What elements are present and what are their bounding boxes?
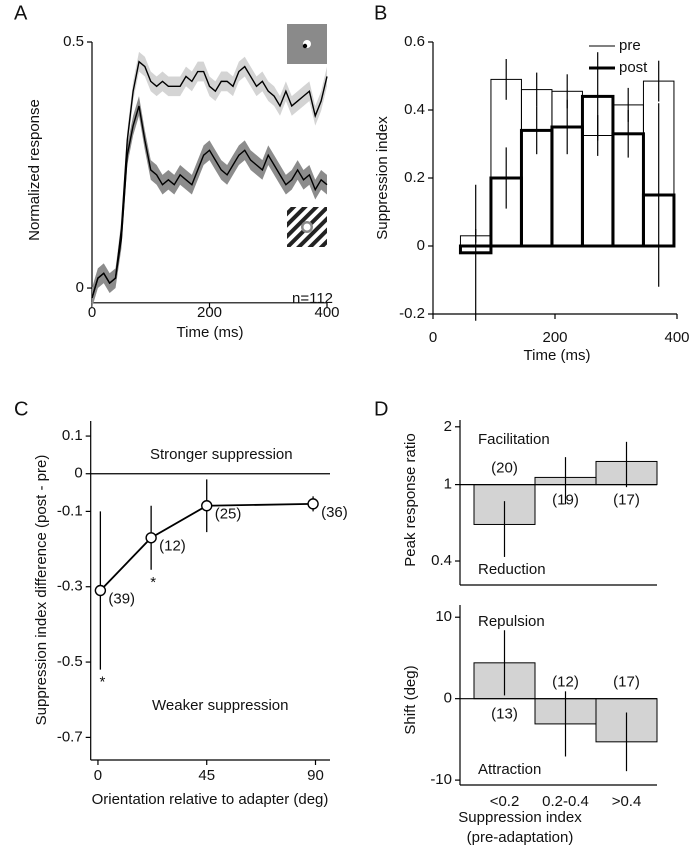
annotation: Repulsion <box>478 613 545 630</box>
line <box>91 60 328 299</box>
annotation: Facilitation <box>478 431 550 448</box>
x-tick-label: 45 <box>198 767 215 784</box>
y-tick-label: 0.4 <box>431 552 452 569</box>
point-label: (36) <box>321 504 348 521</box>
y-tick-label: 0.4 <box>404 101 425 118</box>
annotation: Reduction <box>478 561 546 578</box>
legend-label: pre <box>619 37 641 54</box>
x-tick-label: 0.2-0.4 <box>542 793 589 810</box>
marker <box>145 532 157 544</box>
y-tick-label: 0 <box>444 690 452 707</box>
error-band <box>92 96 327 308</box>
y-tick-label: 0.1 <box>62 427 83 444</box>
y-tick-label: -0.5 <box>57 653 83 670</box>
panel-label: B <box>374 2 387 24</box>
y-tick-label: 1 <box>444 476 452 493</box>
annotation: Attraction <box>478 761 541 778</box>
y-tick-label: 0 <box>417 237 425 254</box>
x-tick-label: >0.4 <box>612 793 642 810</box>
y-tick-label: -0.3 <box>57 578 83 595</box>
y-axis-label: Peak response ratio <box>402 433 419 566</box>
y-tick-label: 0.2 <box>404 169 425 186</box>
annotation: Stronger suppression <box>150 446 293 463</box>
marker <box>201 500 213 512</box>
bar-label: (12) <box>552 674 579 691</box>
x-tick-label: 400 <box>314 304 339 321</box>
annotation: Weaker suppression <box>152 697 288 714</box>
x-axis-label: (pre-adaptation) <box>467 829 574 846</box>
bar-label: (20) <box>491 460 518 477</box>
y-tick-label: -0.7 <box>57 728 83 745</box>
y-tick-label: -0.1 <box>57 502 83 519</box>
line <box>91 105 328 299</box>
y-tick-label: 0.5 <box>63 33 84 50</box>
x-tick-label: <0.2 <box>490 793 520 810</box>
x-tick-label: 200 <box>197 304 222 321</box>
x-axis-label: Time (ms) <box>524 347 591 364</box>
legend-label: post <box>619 59 648 76</box>
y-tick-label: 0 <box>76 279 84 296</box>
panel-label: D <box>374 398 388 420</box>
significance-mark: * <box>150 574 156 591</box>
y-tick-label: 0 <box>74 465 82 482</box>
y-axis-label: Shift (deg) <box>402 665 419 734</box>
x-tick-label: 200 <box>542 329 567 346</box>
inset-stimulus-center <box>287 24 327 64</box>
x-tick-label: 400 <box>664 329 689 346</box>
panel-label: A <box>14 2 28 24</box>
inset-stimulus-surround <box>287 207 327 247</box>
point-label: (12) <box>159 538 186 555</box>
y-axis-label: Suppression index <box>374 116 391 240</box>
x-axis-label: Orientation relative to adapter (deg) <box>92 791 329 808</box>
point-label: (39) <box>108 590 135 607</box>
x-tick-label: 90 <box>307 767 324 784</box>
y-axis-label: Suppression index difference (post - pre… <box>33 455 50 726</box>
significance-mark: * <box>99 674 105 691</box>
x-tick-label: 0 <box>429 329 437 346</box>
point-label: (25) <box>215 506 242 523</box>
marker <box>307 498 319 510</box>
x-tick-label: 0 <box>94 767 102 784</box>
y-tick-label: 2 <box>444 418 452 435</box>
y-tick-label: 0.6 <box>404 33 425 50</box>
panel-label: C <box>14 398 28 420</box>
x-tick-label: 0 <box>88 304 96 321</box>
line <box>99 502 314 592</box>
x-axis-label: Time (ms) <box>177 324 244 341</box>
y-tick-label: 10 <box>435 608 452 625</box>
y-tick-label: -10 <box>430 771 452 788</box>
bar-label: (17) <box>613 492 640 509</box>
x-axis-label: Suppression index <box>458 809 582 826</box>
marker <box>94 584 107 597</box>
bar-label: (19) <box>552 492 579 509</box>
y-tick-label: -0.2 <box>399 305 425 322</box>
y-axis-label: Normalized response <box>26 99 43 241</box>
annotation: n=112 <box>292 290 333 307</box>
bar-label: (17) <box>613 674 640 691</box>
bar-label: (13) <box>491 706 518 723</box>
